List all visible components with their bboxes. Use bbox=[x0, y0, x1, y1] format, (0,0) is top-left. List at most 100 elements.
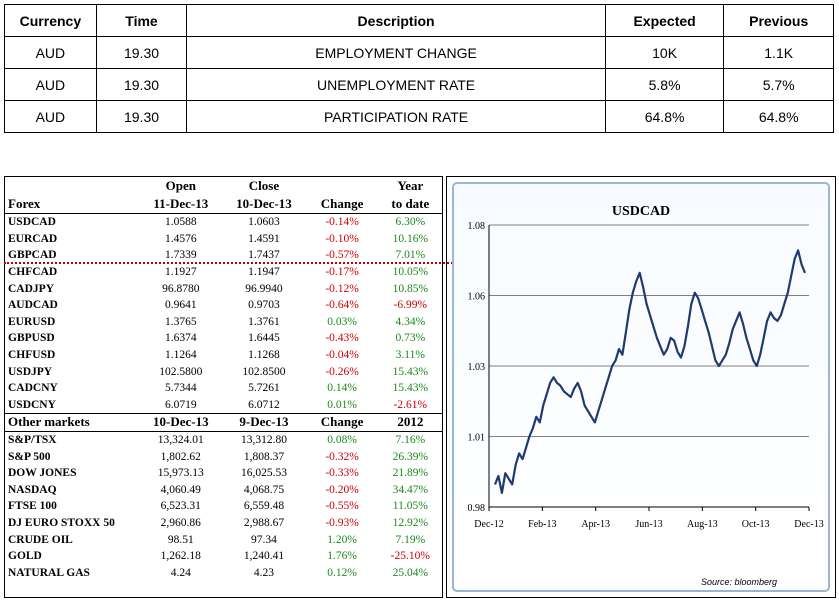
chart-title: USDCAD bbox=[612, 204, 670, 219]
forex-cell-ytd: 10.05% bbox=[392, 266, 429, 279]
other-market-cell-change: -0.32% bbox=[325, 450, 359, 463]
other-market-row: DJ EURO STOXX 50 2,960.86 2,988.67 -0.93% 12… bbox=[5, 515, 442, 532]
forex-cell-value-1: 6.0719 bbox=[164, 398, 197, 411]
forex-row: USDCNY 6.0719 6.0712 0.01% -2.61% bbox=[5, 397, 442, 414]
forex-cell-ytd: -6.99% bbox=[393, 299, 428, 312]
forex-header-label: Forex bbox=[5, 195, 140, 214]
other-market-cell-value-2: 6,559.48 bbox=[243, 500, 285, 513]
forex-row: GBPCAD 1.7339 1.7437 -0.57% 7.01% bbox=[5, 247, 442, 264]
other-market-row: S&P/TSX 13,324.01 13,312.80 0.08% 7.16% bbox=[5, 431, 442, 448]
forex-cell-value-1: 5.7344 bbox=[164, 382, 197, 395]
other-market-cell-ytd: 12.92% bbox=[392, 516, 429, 529]
forex-cell-ytd: 10.85% bbox=[392, 282, 429, 295]
forex-cell-change: -0.10% bbox=[325, 232, 359, 245]
forex-cell-value-1: 1.1264 bbox=[164, 349, 197, 362]
forex-cell-value-1: 1.6374 bbox=[164, 332, 197, 345]
events-header-currency: Currency bbox=[4, 4, 97, 37]
forex-header-open-date: 11-Dec-13 bbox=[139, 195, 223, 214]
forex-cell-name: GBPCAD bbox=[8, 249, 57, 262]
events-cell-description: PARTICIPATION RATE bbox=[186, 100, 606, 133]
other-market-cell-change: 0.12% bbox=[327, 566, 357, 579]
other-market-cell-name: CRUDE OIL bbox=[8, 533, 73, 546]
events-row: AUD 19.30 EMPLOYMENT CHANGE 10K 1.1K bbox=[4, 36, 834, 69]
events-cell-expected: 10K bbox=[604, 36, 725, 69]
forex-cell-change: 0.03% bbox=[327, 315, 357, 328]
other-market-cell-ytd: 21.89% bbox=[392, 467, 429, 480]
forex-cell-name: USDCAD bbox=[8, 216, 56, 229]
forex-cell-value-2: 1.3761 bbox=[248, 315, 280, 328]
forex-cell-change: -0.57% bbox=[325, 249, 359, 262]
events-cell-previous: 1.1K bbox=[723, 36, 834, 69]
forex-cell-change: -0.14% bbox=[325, 216, 359, 229]
forex-cell-name: EURCAD bbox=[8, 232, 58, 245]
other-markets-body: S&P/TSX 13,324.01 13,312.80 0.08% 7.16% S&P 5… bbox=[5, 431, 442, 581]
forex-cell-ytd: -2.61% bbox=[393, 398, 428, 411]
other-market-cell-name: GOLD bbox=[8, 550, 42, 563]
usdcad-chart: USDCAD 0.98 1.01 1.03 1.06 1.08 Dec-12 Feb-13… bbox=[452, 182, 830, 592]
forex-cell-value-2: 0.9703 bbox=[248, 299, 280, 312]
forex-header-row-1: Open Close Year bbox=[5, 177, 442, 195]
other-market-cell-value-1: 1,802.62 bbox=[160, 450, 201, 463]
chart-x-tick-label: Oct-13 bbox=[742, 519, 770, 530]
other-market-cell-name: DOW JONES bbox=[8, 467, 77, 480]
events-cell-time: 19.30 bbox=[95, 100, 188, 133]
forex-cell-ytd: 0.73% bbox=[395, 332, 426, 345]
chart-series-usdcad bbox=[493, 249, 807, 494]
other-market-cell-change: -0.33% bbox=[325, 467, 359, 480]
other-market-cell-value-1: 1,262.18 bbox=[160, 550, 201, 563]
chart-x-tick-label: Aug-13 bbox=[687, 519, 718, 530]
forex-cell-name: CHFCAD bbox=[8, 266, 58, 279]
other-market-row: S&P 500 1,802.62 1,808.37 -0.32% 26.39% bbox=[5, 448, 442, 465]
other-market-cell-name: S&P 500 bbox=[8, 450, 51, 463]
events-cell-description: UNEMPLOYMENT RATE bbox=[186, 68, 606, 101]
other-market-cell-name: S&P/TSX bbox=[8, 434, 57, 447]
events-row: AUD 19.30 PARTICIPATION RATE 64.8% 64.8% bbox=[4, 100, 834, 133]
chart-x-tick-label: Feb-13 bbox=[528, 519, 556, 530]
other-market-row: NASDAQ 4,060.49 4,068.75 -0.20% 34.47% bbox=[5, 482, 442, 499]
forex-cell-ytd: 3.11% bbox=[395, 349, 425, 362]
forex-cell-change: -0.64% bbox=[325, 299, 359, 312]
forex-cell-name: CHFUSD bbox=[8, 349, 56, 362]
other-market-cell-change: 1.76% bbox=[327, 550, 357, 563]
other-header-date-2: 9-Dec-13 bbox=[222, 413, 306, 432]
other-market-cell-ytd: 11.05% bbox=[392, 500, 428, 513]
forex-header-ytd: to date bbox=[378, 195, 442, 214]
other-market-cell-value-2: 4,068.75 bbox=[243, 483, 285, 496]
events-cell-time: 19.30 bbox=[95, 68, 188, 101]
other-header-label: Other markets bbox=[5, 413, 140, 432]
forex-cell-value-1: 0.9641 bbox=[164, 299, 197, 312]
forex-header-blank bbox=[5, 177, 139, 195]
other-market-cell-value-1: 4.24 bbox=[170, 566, 191, 579]
forex-cell-value-1: 102.5800 bbox=[159, 365, 203, 378]
events-cell-expected: 5.8% bbox=[604, 68, 725, 101]
other-market-cell-ytd: 25.04% bbox=[392, 566, 429, 579]
forex-cell-change: -0.43% bbox=[325, 332, 359, 345]
forex-row: EURCAD 1.4576 1.4591 -0.10% 10.16% bbox=[5, 231, 442, 248]
forex-row: USDJPY 102.5800 102.8500 -0.26% 15.43% bbox=[5, 363, 442, 380]
forex-header-row-2: Forex 11-Dec-13 10-Dec-13 Change to date bbox=[5, 195, 442, 214]
other-market-cell-change: -0.20% bbox=[325, 483, 359, 496]
forex-cell-name: USDJPY bbox=[8, 365, 53, 378]
other-market-cell-value-2: 1,808.37 bbox=[243, 450, 285, 463]
events-header-description: Description bbox=[186, 4, 606, 37]
forex-body: USDCAD 1.0588 1.0603 -0.14% 6.30% EURCAD 1.457… bbox=[5, 214, 442, 414]
forex-cell-value-2: 6.0712 bbox=[248, 398, 280, 411]
forex-row: USDCAD 1.0588 1.0603 -0.14% 6.30% bbox=[5, 214, 442, 231]
events-body: AUD 19.30 EMPLOYMENT CHANGE 10K 1.1K AUD 19.30… bbox=[4, 36, 834, 133]
forex-row: GBPUSD 1.6374 1.6445 -0.43% 0.73% bbox=[5, 330, 442, 347]
forex-cell-value-2: 5.7261 bbox=[248, 382, 280, 395]
other-market-row: NATURAL GAS 4.24 4.23 0.12% 25.04% bbox=[5, 564, 442, 581]
events-cell-currency: AUD bbox=[4, 36, 97, 69]
other-market-cell-name: DJ EURO STOXX 50 bbox=[8, 516, 115, 529]
chart-source: Source: bloomberg bbox=[701, 577, 777, 587]
other-header-date-1: 10-Dec-13 bbox=[139, 413, 223, 432]
events-header-time: Time bbox=[95, 4, 188, 37]
other-market-cell-name: FTSE 100 bbox=[8, 500, 57, 513]
forex-cell-value-2: 1.6445 bbox=[248, 332, 280, 345]
other-header-year: 2012 bbox=[378, 413, 442, 432]
other-market-row: GOLD 1,262.18 1,240.41 1.76% -25.10% bbox=[5, 548, 442, 565]
forex-cell-value-1: 1.3765 bbox=[164, 315, 197, 328]
forex-cell-value-2: 1.1947 bbox=[248, 266, 280, 279]
forex-row: CHFUSD 1.1264 1.1268 -0.04% 3.11% bbox=[5, 347, 442, 364]
chart-y-ticks: 0.98 1.01 1.03 1.06 1.08 bbox=[468, 221, 486, 514]
